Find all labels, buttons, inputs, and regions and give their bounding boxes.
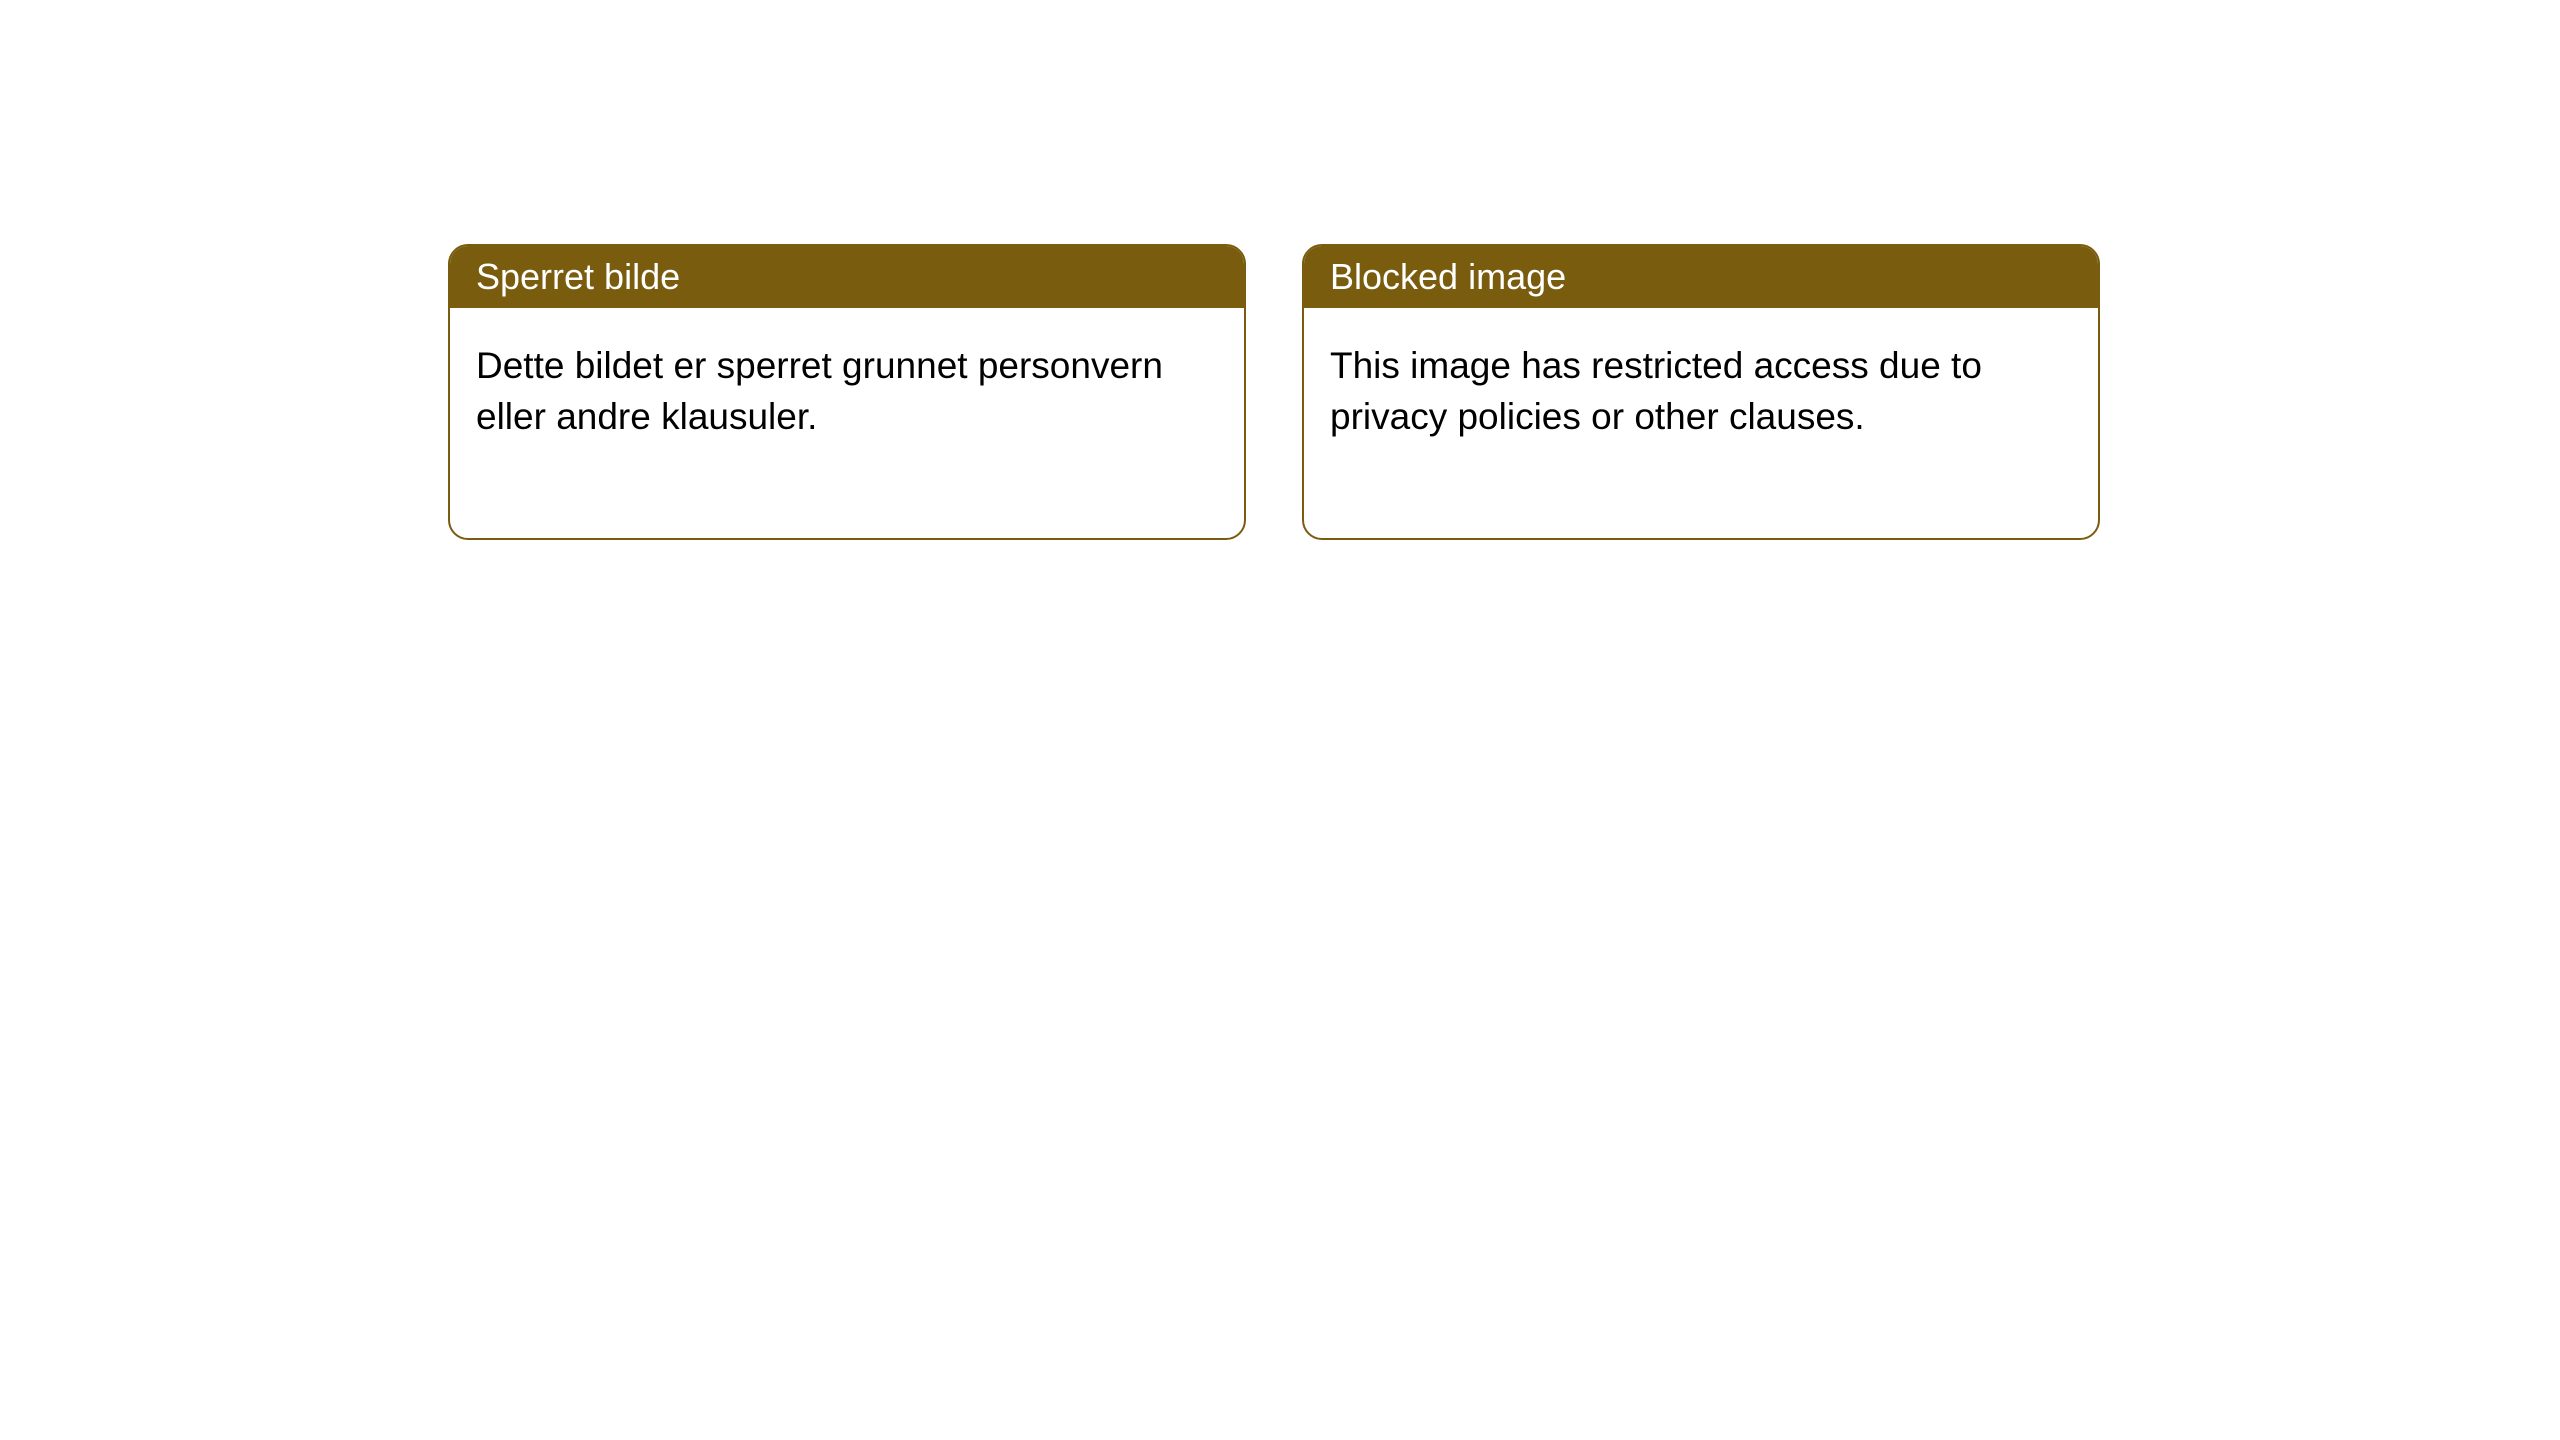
- card-header-no: Sperret bilde: [450, 246, 1244, 308]
- card-body-en: This image has restricted access due to …: [1304, 308, 2098, 538]
- blocked-image-card-en: Blocked image This image has restricted …: [1302, 244, 2100, 540]
- blocked-image-card-no: Sperret bilde Dette bildet er sperret gr…: [448, 244, 1246, 540]
- notice-container: Sperret bilde Dette bildet er sperret gr…: [0, 0, 2560, 540]
- card-body-no: Dette bildet er sperret grunnet personve…: [450, 308, 1244, 538]
- card-header-en: Blocked image: [1304, 246, 2098, 308]
